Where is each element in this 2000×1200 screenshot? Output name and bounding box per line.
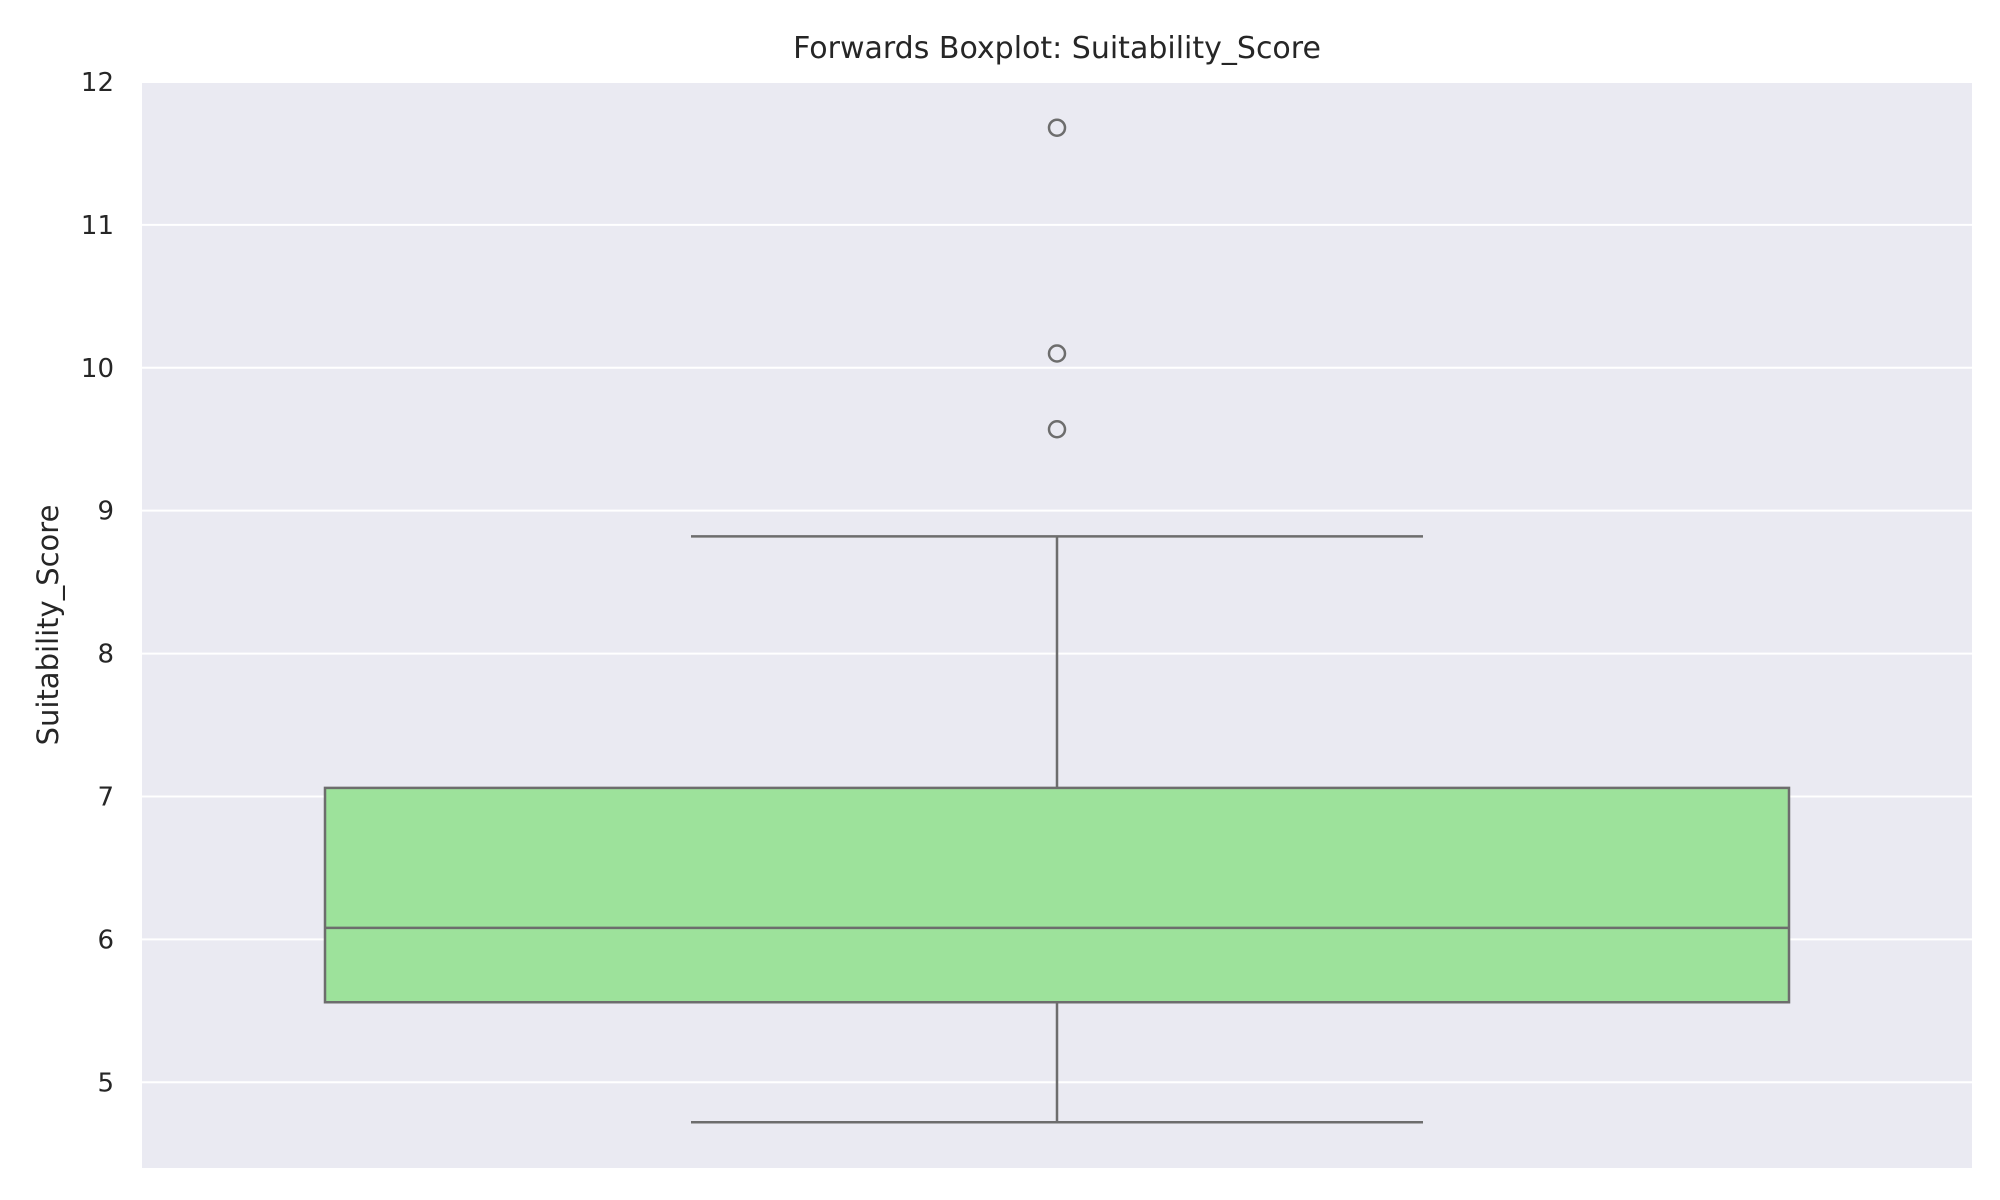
outlier-point	[1047, 419, 1067, 439]
y-tick-label: 9	[97, 497, 114, 527]
outlier-point	[1047, 118, 1067, 137]
y-axis-ticks: 5 6 7 8 9 10 11 12	[81, 68, 114, 1098]
y-tick-label: 7	[97, 782, 114, 812]
boxplot-group	[323, 118, 1791, 1124]
y-tick-label: 11	[81, 211, 114, 241]
y-axis-label: Suitability_Score	[31, 505, 65, 746]
outlier-point	[1047, 344, 1067, 363]
y-tick-label: 5	[97, 1068, 114, 1098]
interquartile-box	[323, 786, 1791, 1004]
y-tick-label: 8	[97, 640, 114, 670]
y-tick-label: 12	[81, 68, 114, 98]
chart-title: Forwards Boxplot: Suitability_Score	[793, 31, 1321, 66]
y-tick-label: 10	[81, 354, 114, 384]
y-tick-label: 6	[97, 925, 114, 955]
